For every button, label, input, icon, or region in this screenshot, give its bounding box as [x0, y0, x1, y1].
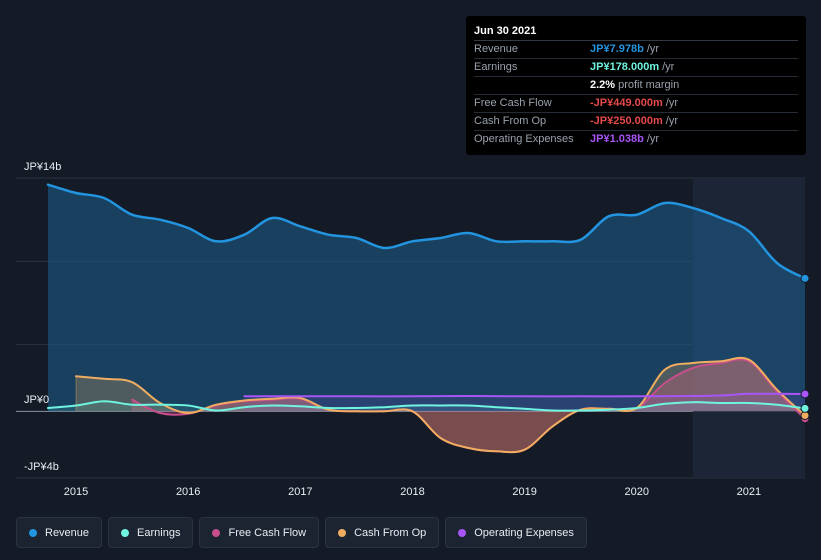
tooltip-row-value: JP¥178.000m	[590, 61, 660, 73]
tooltip-row-unit: profit margin	[618, 79, 680, 91]
tooltip-row-value: -JP¥250.000m	[590, 115, 663, 127]
tooltip-row-label: Free Cash Flow	[474, 97, 552, 109]
x-tick-label: 2019	[512, 486, 536, 498]
x-tick-label: 2018	[400, 486, 424, 498]
endpoint-opex	[800, 389, 810, 399]
endpoint-revenue	[800, 273, 810, 283]
tooltip-rows: Revenue JP¥7.978b/yr Earnings JP¥178.000m/y…	[474, 41, 798, 148]
x-tick-label: 2017	[288, 486, 312, 498]
legend-dot-icon	[458, 528, 467, 537]
series-endpoints	[800, 273, 810, 424]
tooltip-row-value: JP¥1.038b	[590, 133, 644, 145]
line-cfo	[75, 356, 806, 454]
tooltip-row: Earnings JP¥178.000m/yr	[474, 59, 798, 77]
legend-dot-icon	[338, 528, 347, 537]
endpoint-earnings	[800, 403, 810, 413]
x-tick-label: 2021	[737, 486, 761, 498]
tooltip-row: 2.2% profit margin	[474, 77, 798, 95]
x-tick-label: 2016	[176, 486, 200, 498]
tooltip-row-label: Revenue	[474, 43, 519, 55]
x-tick-label: 2015	[64, 486, 88, 498]
tooltip-row: Operating Expenses JP¥1.038b/yr	[474, 131, 798, 148]
tooltip-date: Jun 30 2021	[474, 23, 798, 41]
tooltip-row-value: 2.2%	[590, 79, 616, 91]
tooltip-row: Revenue JP¥7.978b/yr	[474, 41, 798, 59]
legend-label: Free Cash Flow	[228, 526, 307, 539]
line-opex	[243, 392, 806, 398]
legend-item-operating-expenses[interactable]: Operating Expenses	[445, 517, 587, 548]
chart-tooltip: Jun 30 2021 Revenue JP¥7.978b/yr Earnings J…	[466, 16, 806, 155]
y-tick-label-bottom: -JP¥4b	[24, 461, 59, 473]
series-areas	[48, 184, 806, 453]
tooltip-row-unit: /yr	[646, 43, 660, 55]
series-lines	[46, 183, 807, 454]
tooltip-row: Free Cash Flow -JP¥449.000m/yr	[474, 95, 798, 113]
legend-item-cash-from-op[interactable]: Cash From Op	[325, 517, 440, 548]
legend-item-revenue[interactable]: Revenue	[16, 517, 103, 548]
tooltip-row-unit: /yr	[662, 61, 675, 73]
tooltip-row-label: Earnings	[474, 61, 518, 73]
x-tick-label: 2020	[625, 486, 649, 498]
tooltip-row-label: Cash From Op	[474, 115, 547, 127]
line-earnings	[47, 400, 806, 412]
legend-label: Earnings	[137, 526, 181, 539]
legend-dot-icon	[212, 528, 221, 537]
legend-item-earnings[interactable]: Earnings	[108, 517, 194, 548]
legend-dot-icon	[29, 528, 37, 537]
tooltip-row-label	[474, 77, 590, 94]
y-tick-label-zero: JP¥0	[24, 394, 49, 406]
y-tick-label-top: JP¥14b	[24, 161, 61, 173]
tooltip-row-unit: /yr	[646, 133, 660, 145]
legend-label: Revenue	[45, 526, 90, 539]
legend-dot-icon	[121, 528, 130, 537]
tooltip-row-value: JP¥7.978b	[590, 43, 644, 55]
legend-item-free-cash-flow[interactable]: Free Cash Flow	[199, 517, 320, 548]
x-axis-ticks: 2015 2016 2017 2018 2019 2020 2021	[64, 486, 761, 498]
tooltip-row-value: -JP¥449.000m	[590, 97, 663, 109]
tooltip-row-label: Operating Expenses	[474, 133, 574, 145]
legend-label: Operating Expenses	[474, 526, 574, 539]
line-revenue	[46, 183, 807, 280]
legend-label: Cash From Op	[354, 526, 427, 539]
area-revenue	[48, 184, 805, 412]
tooltip-row: Cash From Op -JP¥250.000m/yr	[474, 113, 798, 131]
tooltip-row-unit: /yr	[665, 97, 679, 109]
chart-legend: Revenue Earnings Free Cash Flow Cash From O…	[16, 517, 587, 548]
tooltip-row-unit: /yr	[665, 115, 679, 127]
